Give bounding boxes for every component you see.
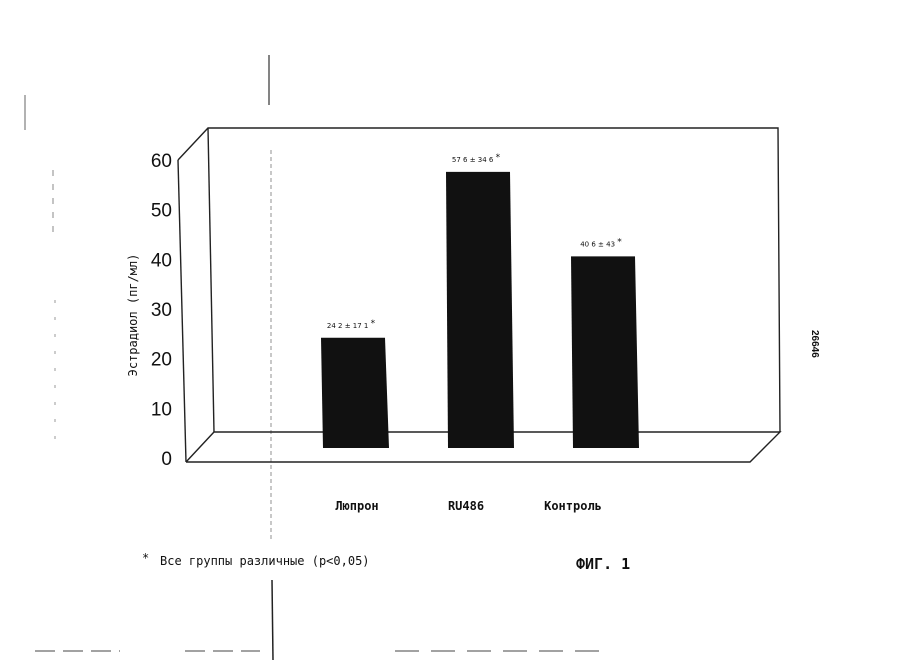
y-tick-label: 50	[151, 201, 172, 222]
bar	[446, 172, 514, 448]
category-labels: Люпрон RU486 Контроль	[335, 499, 602, 513]
footnote-text: Все группы различные (p<0,05)	[160, 554, 370, 568]
data-label: 40 6 ± 43 *	[580, 237, 622, 248]
footnote-marker: *	[142, 551, 149, 565]
y-tick-label: 20	[151, 350, 172, 371]
y-axis-ticks: 0 10 20 30 40 50 60	[151, 151, 172, 470]
side-number: 26646	[809, 330, 820, 358]
y-tick-label: 60	[151, 151, 172, 172]
figure-label: ФИГ. 1	[576, 555, 630, 573]
y-tick-label: 0	[161, 449, 172, 470]
data-label: 57 6 ± 34 6 *	[452, 153, 501, 164]
category-label: Люпрон	[335, 499, 378, 513]
y-tick-label: 10	[151, 399, 172, 420]
category-label: Контроль	[544, 499, 602, 513]
bars	[321, 172, 639, 448]
category-label: RU486	[448, 499, 484, 513]
data-label: 24 2 ± 17 1 *	[327, 319, 376, 330]
y-tick-label: 40	[151, 250, 172, 271]
bar	[321, 338, 389, 448]
y-axis-label: Эстрадиол (пг/мл)	[126, 254, 140, 377]
y-tick-label: 30	[151, 300, 172, 321]
bar	[571, 256, 639, 448]
